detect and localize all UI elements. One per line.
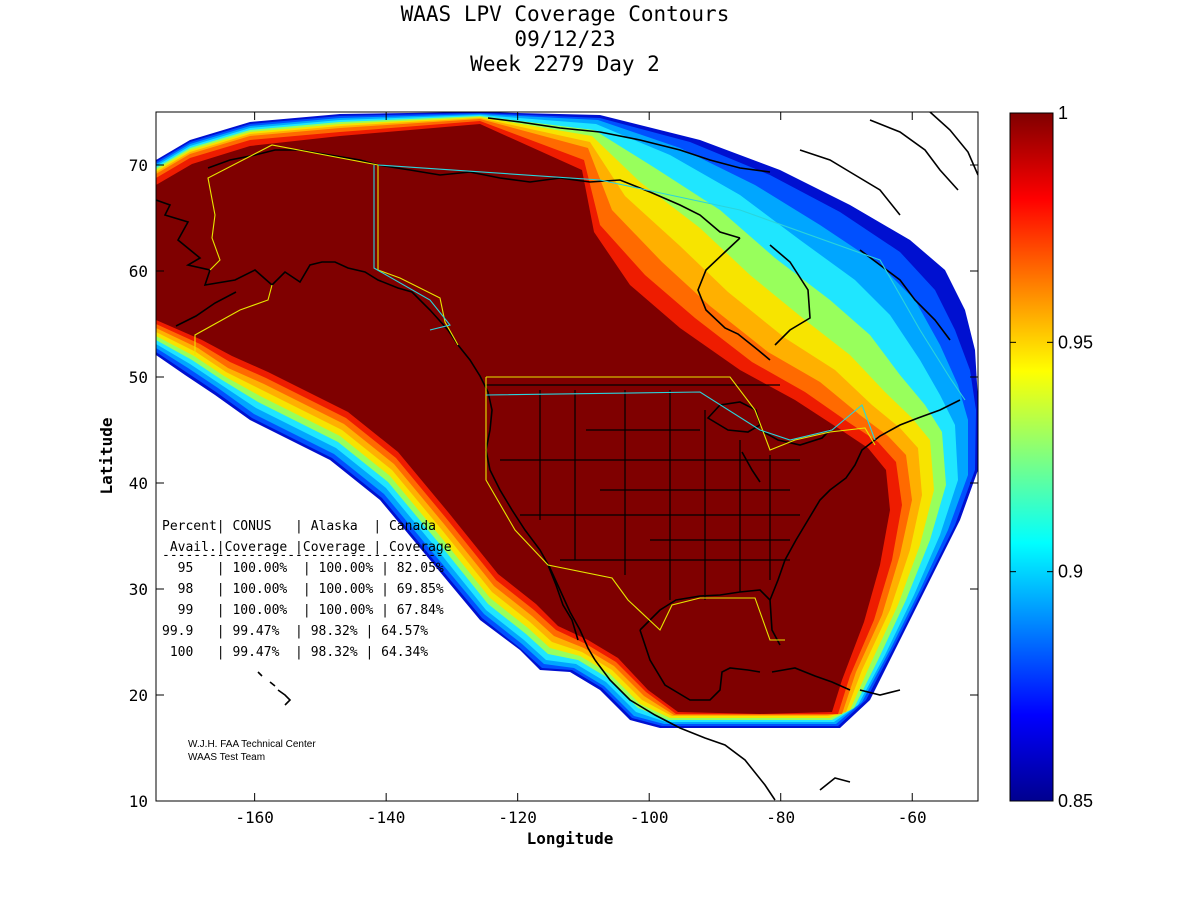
y-tick-label: 30 [129,580,148,599]
stats-divider: ------------------------------------ [162,548,444,563]
colorbar-ticks: 0.85 0.9 0.95 1 [1010,103,1093,811]
coverage-band [156,124,890,714]
canada-arctic-coast [377,164,741,239]
chart-date: 09/12/23 [514,27,616,51]
chart-subtitle: Week 2279 Day 2 [470,52,660,76]
coverage-stats-table: Percent| CONUS | Alaska | Canada Avail.|… [162,519,452,660]
colorbar [1009,112,1054,802]
caribbean-islands [771,667,851,691]
stats-row: 100 | 99.47% | 98.32% | 64.34% [162,645,428,660]
y-tick-label: 60 [129,262,148,281]
x-tick-label: -160 [235,808,274,827]
stats-row: 99.9 | 99.47% | 98.32% | 64.57% [162,624,428,639]
y-tick-label: 40 [129,474,148,493]
y-tick-label: 50 [129,368,148,387]
plot-frame [155,111,979,802]
x-tick-label: -60 [898,808,927,827]
stats-header-2: Avail.|Coverage |Coverage | Coverage [162,540,452,555]
colorbar-tick-label: 0.95 [1058,332,1093,352]
y-axis-ticks: 10 20 30 40 50 60 70 [129,156,978,811]
y-tick-label: 20 [129,686,148,705]
stats-row: 98 | 100.00% | 100.00% | 69.85% [162,582,444,597]
colorbar-tick-label: 0.85 [1058,791,1093,811]
coastlines [156,112,978,801]
credit-line-2: WAAS Test Team [188,752,265,763]
x-tick-label: -140 [367,808,406,827]
x-axis-label: Longitude [527,829,614,848]
x-tick-label: -120 [498,808,537,827]
alaska-coast [156,199,459,346]
atlantic-coast [769,399,961,601]
stats-row: 95 | 100.00% | 100.00% | 82.05% [162,561,444,576]
region-boundaries [194,144,966,641]
x-tick-label: -80 [766,808,795,827]
y-axis-label: Latitude [97,417,116,494]
stats-header-1: Percent| CONUS | Alaska | Canada [162,519,436,534]
gulf-coast [639,589,781,646]
colorbar-tick-label: 1 [1058,103,1068,123]
x-axis-ticks: -160 -140 -120 -100 -80 -60 [235,112,927,827]
x-tick-label: -100 [630,808,669,827]
colorbar-tick-label: 0.9 [1058,562,1083,582]
stats-row: 99 | 100.00% | 100.00% | 67.84% [162,603,444,618]
credit-line-1: W.J.H. FAA Technical Center [188,739,316,750]
hawaii-islands [257,671,292,706]
pacific-coast [457,344,596,661]
y-tick-label: 10 [129,792,148,811]
chart-title: WAAS LPV Coverage Contours [400,2,730,26]
state-borders [486,384,800,600]
y-tick-label: 70 [129,156,148,175]
